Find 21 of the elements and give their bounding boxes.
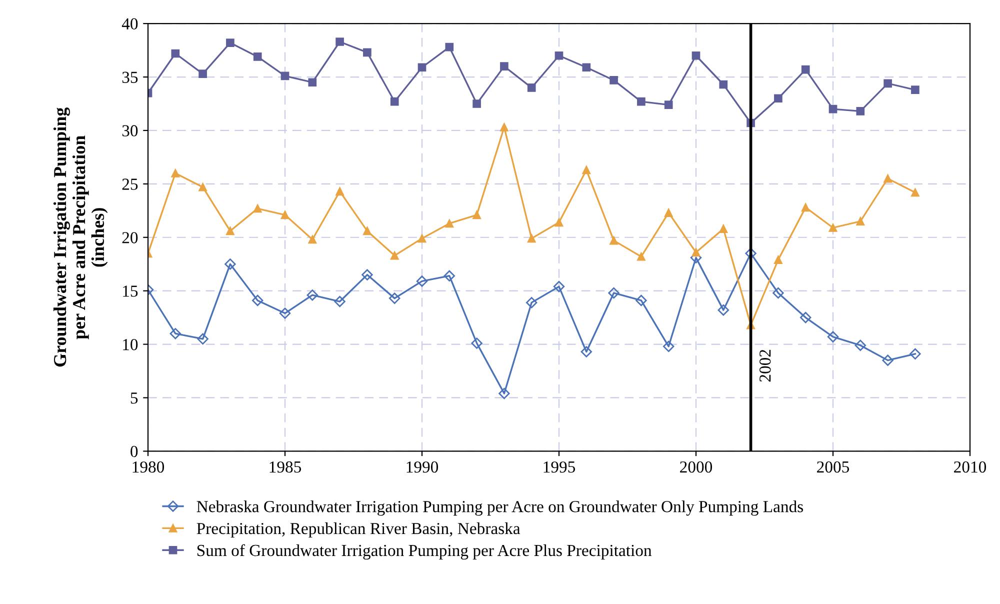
legend-label: Nebraska Groundwater Irrigation Pumping per Acre on Groundwater Only Pumping Lands	[196, 500, 803, 516]
y-tick-label: 25	[122, 178, 138, 190]
legend-label: Sum of Groundwater Irrigation Pumping per Acre Plus Precipitation	[197, 544, 652, 560]
y-tick-label: 10	[123, 338, 138, 350]
y-tick-label: 0	[130, 446, 138, 458]
ref-line-label: 2002	[760, 350, 771, 382]
x-tick-label: 1995	[544, 461, 576, 473]
x-tick-label: 2000	[680, 461, 712, 473]
x-tick-label: 1985	[270, 461, 302, 473]
y-tick-label: 30	[122, 125, 138, 136]
x-tick-label: 2010	[954, 461, 986, 473]
y-tick-label: 15	[123, 286, 138, 297]
y-axis-title: Groundwater Irrigation Pumping per Acre and Precipitation (inches)	[53, 107, 108, 367]
x-tick-label: 1980	[132, 461, 164, 473]
y-tick-label: 35	[122, 72, 138, 83]
y-tick-label: 20	[122, 232, 138, 244]
x-tick-label: 1990	[406, 461, 438, 473]
y-tick-label: 5	[130, 392, 138, 404]
x-tick-label: 2005	[817, 461, 850, 473]
legend-label: Precipitation, Republican River Basin, Nebraska	[196, 522, 520, 538]
y-tick-label: 40	[122, 18, 138, 30]
